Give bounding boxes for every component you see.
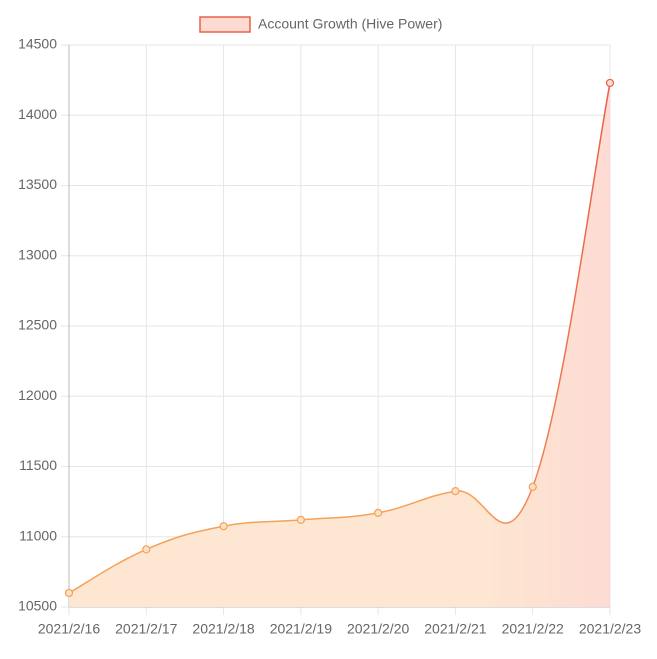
y-tick-label: 12000 (18, 387, 57, 403)
x-tick-label: 2021/2/19 (270, 621, 332, 637)
point (451, 486, 460, 496)
legend-label: Account Growth (Hive Power) (258, 16, 442, 32)
legend-swatch (199, 16, 251, 33)
y-tick-label: 10500 (18, 598, 57, 614)
x-tick-label: 2021/2/16 (38, 621, 100, 637)
point (219, 522, 228, 531)
legend[interactable]: Account Growth (Hive Power) (199, 16, 442, 33)
y-tick-label: 11000 (19, 527, 57, 543)
line (68, 82, 611, 594)
x-tick-label: 2021/2/21 (424, 621, 486, 637)
point (605, 78, 615, 88)
y-tick-label: 12500 (18, 317, 57, 333)
y-tick-label: 14000 (18, 106, 57, 122)
point (528, 482, 537, 491)
x-tick-label: 2021/2/20 (347, 621, 409, 637)
x-tick-label: 2021/2/17 (115, 621, 177, 637)
y-tick-label: 13500 (18, 176, 57, 192)
y-tick-label: 11500 (19, 457, 57, 473)
point (374, 508, 383, 517)
point (142, 545, 151, 554)
point (296, 515, 305, 524)
area (69, 82, 610, 607)
y-tick-label: 13000 (18, 246, 57, 262)
x-tick-label: 2021/2/22 (502, 621, 564, 637)
y-tick-label: 14500 (18, 36, 57, 52)
x-tick-label: 2021/2/18 (192, 621, 254, 637)
point (64, 588, 74, 598)
x-tick-label: 2021/2/23 (579, 621, 641, 637)
